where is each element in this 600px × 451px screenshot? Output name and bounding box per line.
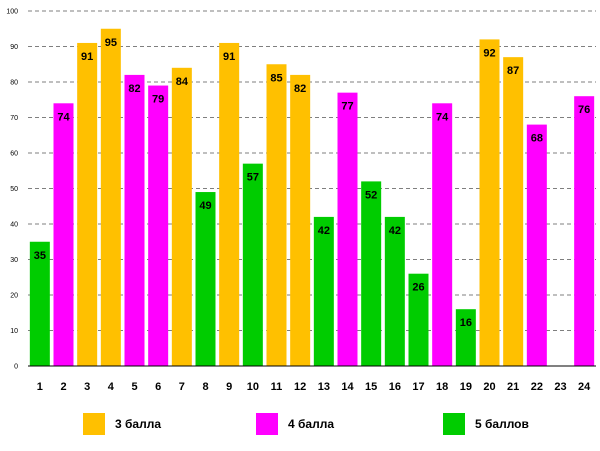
bar-21 bbox=[503, 57, 524, 367]
x-tick-label-2: 2 bbox=[60, 381, 66, 393]
y-tick-label: 30 bbox=[10, 257, 18, 264]
bar-2 bbox=[53, 103, 74, 367]
data-label-4: 95 bbox=[105, 37, 117, 49]
x-tick-label-1: 1 bbox=[37, 381, 43, 393]
x-tick-label-11: 11 bbox=[271, 381, 283, 393]
x-tick-label-16: 16 bbox=[389, 381, 401, 393]
x-tick-label-13: 13 bbox=[318, 381, 330, 393]
data-label-17: 26 bbox=[412, 282, 424, 294]
bar-12 bbox=[290, 74, 311, 367]
x-tick-label-22: 22 bbox=[531, 381, 543, 393]
bar-18 bbox=[432, 103, 453, 367]
bar-4 bbox=[100, 28, 121, 366]
bar-6 bbox=[148, 85, 169, 367]
x-tick-label-18: 18 bbox=[436, 381, 448, 393]
legend-label-5: 5 баллов bbox=[475, 417, 529, 431]
legend-label-3: 3 балла bbox=[115, 417, 162, 431]
data-label-9: 91 bbox=[223, 51, 235, 63]
x-tick-label-4: 4 bbox=[108, 381, 115, 393]
x-tick-label-6: 6 bbox=[155, 381, 161, 393]
x-tick-label-15: 15 bbox=[365, 381, 377, 393]
x-axis-ticks: 1 2 3 4 5 6 7 8 9 10 11 12 13 14 15 16 17 18 19 20 21 22 23 24 bbox=[37, 381, 591, 393]
x-tick-label-3: 3 bbox=[84, 381, 90, 393]
legend-item-5: 5 баллов bbox=[443, 413, 529, 435]
x-tick-label-5: 5 bbox=[131, 381, 137, 393]
legend-swatch-5 bbox=[443, 413, 465, 435]
x-tick-label-12: 12 bbox=[294, 381, 306, 393]
legend-item-4: 4 балла bbox=[256, 413, 334, 435]
y-tick-label: 70 bbox=[10, 115, 18, 122]
y-tick-label: 100 bbox=[6, 9, 18, 16]
bar-14 bbox=[337, 92, 358, 367]
bar-22 bbox=[526, 124, 547, 366]
legend-swatch-4 bbox=[256, 413, 278, 435]
y-tick-label: 40 bbox=[10, 222, 18, 229]
x-tick-label-21: 21 bbox=[507, 381, 519, 393]
data-label-7: 84 bbox=[176, 76, 189, 88]
bar-5 bbox=[124, 74, 145, 367]
data-label-14: 77 bbox=[341, 101, 353, 113]
data-label-21: 87 bbox=[507, 65, 519, 77]
data-label-16: 42 bbox=[389, 225, 401, 237]
data-labels: 35 74 91 95 82 79 84 49 91 57 85 82 42 77 52 42 26 74 16 92… bbox=[34, 37, 591, 329]
data-label-24: 76 bbox=[578, 104, 590, 116]
bar-10 bbox=[242, 163, 263, 366]
data-label-8: 49 bbox=[199, 200, 211, 212]
y-axis-ticks: 0 10 20 30 40 50 60 70 80 90 100 bbox=[6, 9, 18, 371]
data-label-22: 68 bbox=[531, 133, 543, 145]
bar-9 bbox=[219, 42, 240, 366]
x-tick-label-23: 23 bbox=[554, 381, 566, 393]
data-label-6: 79 bbox=[152, 94, 164, 106]
bar-15 bbox=[361, 181, 382, 366]
bar-1 bbox=[29, 241, 50, 366]
y-tick-label: 50 bbox=[10, 186, 18, 193]
x-tick-label-19: 19 bbox=[460, 381, 472, 393]
y-tick-label: 10 bbox=[10, 328, 18, 335]
x-tick-label-24: 24 bbox=[578, 381, 591, 393]
x-tick-label-10: 10 bbox=[247, 381, 259, 393]
y-tick-label: 20 bbox=[10, 293, 18, 300]
legend-label-4: 4 балла bbox=[288, 417, 335, 431]
bar-13 bbox=[313, 216, 334, 366]
data-label-20: 92 bbox=[483, 47, 495, 59]
x-tick-label-7: 7 bbox=[179, 381, 185, 393]
legend-swatch-3 bbox=[83, 413, 105, 435]
data-label-11: 85 bbox=[270, 72, 282, 84]
bar-series bbox=[29, 28, 595, 367]
bar-8 bbox=[195, 192, 216, 366]
data-label-10: 57 bbox=[247, 172, 259, 184]
x-tick-label-9: 9 bbox=[226, 381, 232, 393]
bar-16 bbox=[384, 216, 405, 366]
bar-24 bbox=[574, 96, 595, 366]
x-tick-label-20: 20 bbox=[483, 381, 495, 393]
data-label-3: 91 bbox=[81, 51, 93, 63]
data-label-19: 16 bbox=[460, 317, 472, 329]
data-label-12: 82 bbox=[294, 83, 306, 95]
bar-20 bbox=[479, 39, 500, 367]
bar-11 bbox=[266, 64, 287, 366]
y-tick-label: 90 bbox=[10, 44, 18, 51]
x-tick-label-8: 8 bbox=[202, 381, 208, 393]
x-tick-label-14: 14 bbox=[341, 381, 354, 393]
data-label-2: 74 bbox=[57, 111, 70, 123]
data-label-18: 74 bbox=[436, 111, 449, 123]
gridlines bbox=[28, 10, 596, 331]
bar-17 bbox=[408, 273, 429, 366]
bar-3 bbox=[77, 42, 98, 366]
y-tick-label: 80 bbox=[10, 80, 18, 87]
y-tick-label: 0 bbox=[14, 364, 18, 371]
data-label-5: 82 bbox=[128, 83, 140, 95]
y-tick-label: 60 bbox=[10, 151, 18, 158]
data-label-15: 52 bbox=[365, 189, 377, 201]
x-tick-label-17: 17 bbox=[412, 381, 424, 393]
data-label-13: 42 bbox=[318, 225, 330, 237]
bar-19 bbox=[455, 309, 476, 366]
data-label-1: 35 bbox=[34, 250, 46, 262]
legend-item-3: 3 балла bbox=[83, 413, 161, 435]
bar-7 bbox=[171, 67, 192, 367]
